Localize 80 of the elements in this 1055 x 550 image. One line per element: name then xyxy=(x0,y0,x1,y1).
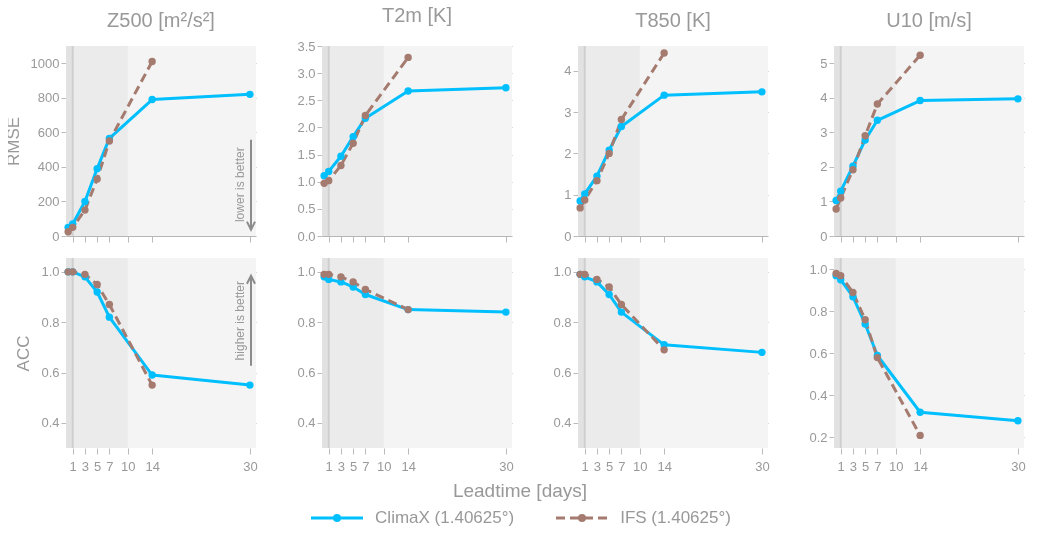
y-tick-label: 1.0 xyxy=(297,264,316,280)
y-tick-label: 0.6 xyxy=(297,365,316,380)
y-tick-label: 3 xyxy=(820,124,828,140)
y-tick-label: 0.6 xyxy=(41,365,60,380)
y-tick-label: 0.8 xyxy=(553,314,572,330)
x-tick-label: 30 xyxy=(243,458,258,474)
x-tick-label: 1 xyxy=(325,458,333,474)
annotation: higher is better xyxy=(233,281,247,361)
y-tick-label: 2 xyxy=(564,145,572,161)
y-tick-label: 1.0 xyxy=(809,261,828,277)
x-tick-label: 14 xyxy=(145,458,160,474)
chart-title: T850 [K] xyxy=(635,9,711,31)
y-tick-label: 600 xyxy=(37,124,60,140)
annotation: lower is better xyxy=(233,147,247,223)
x-tick-label: 5 xyxy=(94,458,102,474)
x-tick-label: 7 xyxy=(874,458,882,474)
legend-label: ClimaX (1.40625°) xyxy=(375,508,515,528)
x-tick-label: 7 xyxy=(106,458,114,474)
y-tick-label: 0.2 xyxy=(809,429,828,445)
y-tick-label: 0 xyxy=(52,228,60,244)
y-tick-label: 4 xyxy=(820,90,828,106)
y-tick-label: 400 xyxy=(37,159,60,175)
x-tick-label: 30 xyxy=(755,458,770,474)
y-tick-label: 1 xyxy=(820,193,828,209)
x-tick-label: 10 xyxy=(120,458,136,474)
x-tick-label: 7 xyxy=(618,458,626,474)
y-tick-label: 0.0 xyxy=(297,228,316,244)
x-tick-label: 10 xyxy=(376,458,392,474)
y-tick-label: 4 xyxy=(564,63,572,79)
y-tick-label: 2 xyxy=(820,159,828,175)
y-tick-label: 1000 xyxy=(30,55,60,71)
x-tick-label: 7 xyxy=(362,458,370,474)
y-tick-label: 0.4 xyxy=(809,387,828,403)
y-tick-label: 0.6 xyxy=(809,345,828,361)
x-tick-label: 5 xyxy=(862,458,870,474)
x-tick-label: 10 xyxy=(632,458,648,474)
x-tick-label: 10 xyxy=(888,458,904,474)
y-tick-label: 1 xyxy=(564,187,572,203)
y-tick-label: 0.6 xyxy=(553,365,572,380)
y-tick-label: 0.4 xyxy=(41,415,60,431)
x-axis-title: Leadtime [days] xyxy=(451,480,589,503)
y-tick-label: 2.5 xyxy=(297,92,316,108)
y-tick-label: 1.0 xyxy=(41,264,60,280)
y-tick-label: 0.4 xyxy=(553,415,572,431)
x-tick-label: 5 xyxy=(350,458,358,474)
x-tick-label: 3 xyxy=(81,458,90,474)
y-axis-title: ACC xyxy=(14,335,34,372)
x-tick-label: 3 xyxy=(593,458,602,474)
y-tick-label: 0.4 xyxy=(297,415,316,431)
chart-title: T2m [K] xyxy=(381,4,453,26)
legend-label: IFS (1.40625°) xyxy=(620,508,731,528)
y-tick-label: 200 xyxy=(37,193,60,209)
x-tick-label: 5 xyxy=(606,458,614,474)
y-tick-label: 0.5 xyxy=(297,201,316,217)
y-tick-label: 1.0 xyxy=(297,174,316,190)
x-tick-label: 30 xyxy=(1011,458,1026,474)
y-tick-label: 3 xyxy=(564,104,572,120)
x-tick-label: 30 xyxy=(499,458,514,474)
y-tick-label: 0 xyxy=(564,228,572,244)
y-tick-label: 1.5 xyxy=(297,147,316,163)
y-tick-label: 1.0 xyxy=(553,264,572,280)
chart-title: Z500 [m²/s²] xyxy=(107,9,215,31)
x-tick-label: 1 xyxy=(581,458,589,474)
y-tick-label: 2.0 xyxy=(297,119,316,135)
x-tick-label: 3 xyxy=(849,458,858,474)
y-tick-label: 800 xyxy=(37,90,60,106)
y-tick-label: 0.8 xyxy=(41,314,60,330)
y-tick-label: 0.8 xyxy=(809,303,828,319)
y-tick-label: 0 xyxy=(820,228,828,244)
x-tick-label: 1 xyxy=(837,458,845,474)
x-tick-label: 14 xyxy=(657,458,672,474)
y-tick-label: 3.5 xyxy=(297,38,316,54)
x-tick-label: 1 xyxy=(69,458,77,474)
x-tick-label: 14 xyxy=(401,458,416,474)
chart-title: U10 [m/s] xyxy=(886,9,972,31)
y-tick-label: 0.8 xyxy=(297,314,316,330)
y-tick-label: 5 xyxy=(820,55,828,71)
x-tick-label: 14 xyxy=(913,458,928,474)
x-tick-label: 3 xyxy=(337,458,346,474)
y-tick-label: 3.0 xyxy=(297,65,316,81)
